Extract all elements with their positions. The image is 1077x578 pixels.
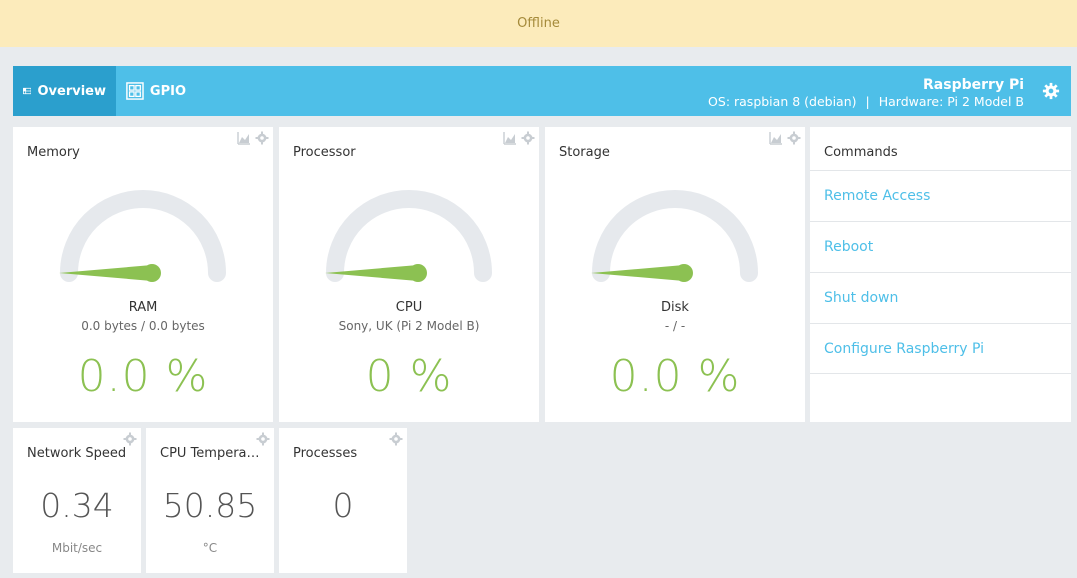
gauge-needle: [591, 265, 684, 281]
gear-icon[interactable]: [123, 432, 137, 446]
processor-label: CPU: [395, 300, 423, 315]
offline-text: Offline: [517, 16, 560, 31]
storage-gauge: [591, 190, 758, 282]
gear-icon[interactable]: [256, 432, 270, 446]
memory-label: RAM: [128, 300, 158, 315]
device-name: Raspberry Pi: [923, 77, 1024, 93]
memory-detail: 0.0 bytes / 0.0 bytes: [81, 319, 205, 333]
storage-title: Storage: [559, 145, 610, 160]
memory-gauge: [59, 190, 226, 282]
gear-icon[interactable]: [1042, 82, 1060, 100]
command-reboot[interactable]: Reboot: [810, 221, 1071, 272]
processor-title: Processor: [293, 145, 356, 160]
storage-card: Storage Disk - / - 0.0 %: [545, 127, 805, 422]
cpu-temperature-value: 50.85: [162, 486, 258, 525]
memory-card: Memory RAM 0.0 bytes / 0.0 bytes 0.0 %: [13, 127, 273, 422]
gauge-hub: [675, 264, 693, 282]
gear-icon[interactable]: [521, 131, 535, 145]
storage-detail: - / -: [664, 319, 686, 333]
gear-icon[interactable]: [787, 131, 801, 145]
processor-gauge: [325, 190, 492, 282]
storage-label: Disk: [661, 300, 689, 315]
tab-gpio[interactable]: GPIO: [116, 66, 196, 116]
commands-list: Remote Access Reboot Shut down Configure…: [810, 170, 1071, 374]
memory-title: Memory: [27, 145, 80, 160]
cpu-temperature-title: CPU Temperat…: [160, 446, 260, 461]
cpu-temperature-unit: °C: [202, 541, 218, 555]
tab-overview-label: Overview: [37, 83, 106, 99]
hardware-info: Hardware: Pi 2 Model B: [878, 94, 1024, 109]
processes-title: Processes: [293, 446, 358, 461]
processes-value: 0: [332, 486, 354, 525]
meta-separator: |: [865, 94, 870, 109]
gauge-needle: [59, 265, 152, 281]
gauge-track: [326, 190, 492, 282]
grid-icon: [126, 82, 144, 100]
gauge-track: [592, 190, 758, 282]
device-meta: OS: raspbian 8 (debian) | Hardware: Pi 2 M…: [708, 94, 1024, 110]
commands-card: Commands Remote Access Reboot Shut down …: [810, 127, 1071, 422]
network-speed-value: 0.34: [40, 486, 114, 525]
chart-icon[interactable]: [237, 131, 251, 145]
processor-card: Processor CPU Sony, UK (Pi 2 Model B) 0 …: [279, 127, 539, 422]
chart-icon[interactable]: [503, 131, 517, 145]
memory-percent: 0.0 %: [77, 351, 209, 402]
tab-overview[interactable]: Overview: [13, 66, 116, 116]
cpu-temperature-card: CPU Temperat… 50.85 °C: [146, 428, 274, 573]
dashboard-icon: [23, 87, 32, 95]
gauge-hub: [409, 264, 427, 282]
network-speed-unit: Mbit/sec: [51, 541, 103, 555]
processes-card: Processes 0: [279, 428, 407, 573]
storage-percent: 0.0 %: [609, 351, 741, 402]
gear-icon[interactable]: [255, 131, 269, 145]
chart-icon[interactable]: [769, 131, 783, 145]
os-info: OS: raspbian 8 (debian): [708, 94, 857, 109]
commands-title: Commands: [824, 145, 898, 160]
gauge-hub: [143, 264, 161, 282]
processor-percent: 0 %: [365, 351, 453, 402]
offline-banner: Offline: [0, 0, 1077, 47]
gear-icon[interactable]: [389, 432, 403, 446]
network-speed-card: Network Speed 0.34 Mbit/sec: [13, 428, 141, 573]
processor-detail: Sony, UK (Pi 2 Model B): [338, 319, 480, 333]
network-speed-title: Network Speed: [27, 446, 127, 461]
gauge-track: [60, 190, 226, 282]
command-shut-down[interactable]: Shut down: [810, 272, 1071, 323]
tab-gpio-label: GPIO: [149, 83, 186, 99]
gauge-needle: [325, 265, 418, 281]
device-info: Raspberry Pi OS: raspbian 8 (debian) | Har…: [708, 76, 1024, 110]
command-remote-access[interactable]: Remote Access: [810, 170, 1071, 221]
top-navbar: Overview GPIO Raspberry Pi OS: raspbian …: [13, 66, 1071, 116]
command-configure[interactable]: Configure Raspberry Pi: [810, 323, 1071, 374]
